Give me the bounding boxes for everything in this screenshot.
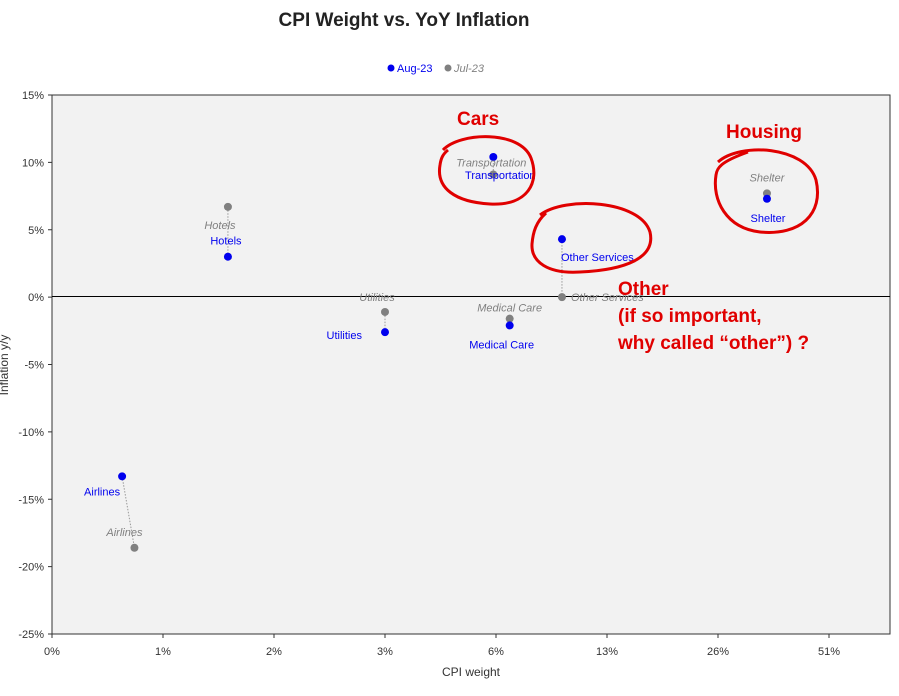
y-tick-label: -5% (24, 360, 44, 372)
housing-circle (713, 148, 819, 234)
point-jul-23-hotels (223, 202, 232, 211)
point-label: Medical Care (469, 339, 534, 351)
y-tick-label: 5% (28, 225, 44, 237)
point-aug-23-utilities (381, 328, 389, 337)
point-aug-23-airlines (118, 472, 127, 481)
point-label: Medical Care (477, 303, 542, 315)
point-label: Transportation (465, 170, 536, 182)
point-aug-23-medical-care (505, 321, 514, 330)
x-tick-label: 6% (488, 646, 504, 658)
point-jul-23-airlines (130, 543, 139, 552)
y-tick-label: 15% (22, 90, 44, 102)
point-jul-23-transportation (489, 170, 498, 179)
data-points (118, 152, 771, 552)
point-label: Utilities (327, 330, 363, 342)
y-tick-label: -20% (18, 562, 44, 574)
point-aug-23-hotels (223, 252, 232, 261)
chart-title: CPI Weight vs. YoY Inflation (279, 10, 530, 31)
y-tick-label: 10% (22, 157, 44, 169)
annotation-other: why called “other”) ? (617, 333, 809, 354)
x-tick-label: 3% (377, 646, 393, 658)
point-label: Shelter (750, 172, 786, 184)
point-aug-23-shelter (762, 194, 771, 203)
y-axis: 15% 10% 5% 0% -5% -10% -15% -20% -25% (18, 90, 52, 641)
point-jul-23-medical-care (505, 314, 514, 323)
y-tick-label: -10% (18, 427, 44, 439)
point-label: Other Services (561, 252, 634, 264)
point-label: Transportation (456, 158, 526, 170)
other-circle (530, 202, 653, 274)
x-axis: 0% 1% 2% 3% 6% 13% 26% 51% (44, 634, 840, 658)
point-label: Hotels (204, 220, 236, 232)
x-tick-label: 1% (155, 646, 171, 658)
y-axis-label: Inflation y/y (0, 335, 11, 396)
legend-marker-jul-23 (444, 64, 452, 72)
annotation-other: Other (618, 279, 669, 300)
point-label: Airlines (84, 486, 121, 498)
point-label: Utilities (359, 292, 395, 304)
legend-label-jul-23: Jul-23 (453, 63, 485, 75)
point-label: Other Services (571, 292, 644, 304)
annotation-other: (if so important, (618, 306, 762, 327)
x-tick-label: 0% (44, 646, 60, 658)
point-jul-23-other-services (557, 293, 566, 302)
annotation-cars: Cars (457, 109, 499, 130)
y-tick-label: -15% (18, 494, 44, 506)
legend-marker-aug-23 (387, 64, 395, 72)
legend: Aug-23 Jul-23 (387, 63, 485, 75)
x-tick-label: 51% (818, 646, 840, 658)
legend-label-aug-23: Aug-23 (397, 63, 432, 75)
x-tick-label: 13% (596, 646, 618, 658)
point-labels: Airlines Hotels Utilities Medical Care Trans… (84, 158, 786, 539)
annotation-housing: Housing (726, 122, 802, 143)
x-tick-label: 2% (266, 646, 282, 658)
point-label: Airlines (105, 527, 143, 539)
point-jul-23-utilities (381, 307, 389, 316)
connector-line (121, 476, 135, 548)
y-tick-label: 0% (28, 292, 44, 304)
x-axis-label: CPI weight (442, 665, 501, 679)
point-label: Hotels (210, 236, 242, 248)
plot-area (51, 94, 891, 635)
cars-circle (437, 135, 536, 206)
x-tick-label: 26% (707, 646, 729, 658)
point-aug-23-transportation (489, 152, 498, 161)
y-tick-label: -25% (18, 629, 44, 641)
point-aug-23-other-services (557, 235, 566, 244)
annotations: Cars Housing Other (if so important, why cal… (437, 109, 819, 354)
point-label: Shelter (751, 213, 786, 225)
